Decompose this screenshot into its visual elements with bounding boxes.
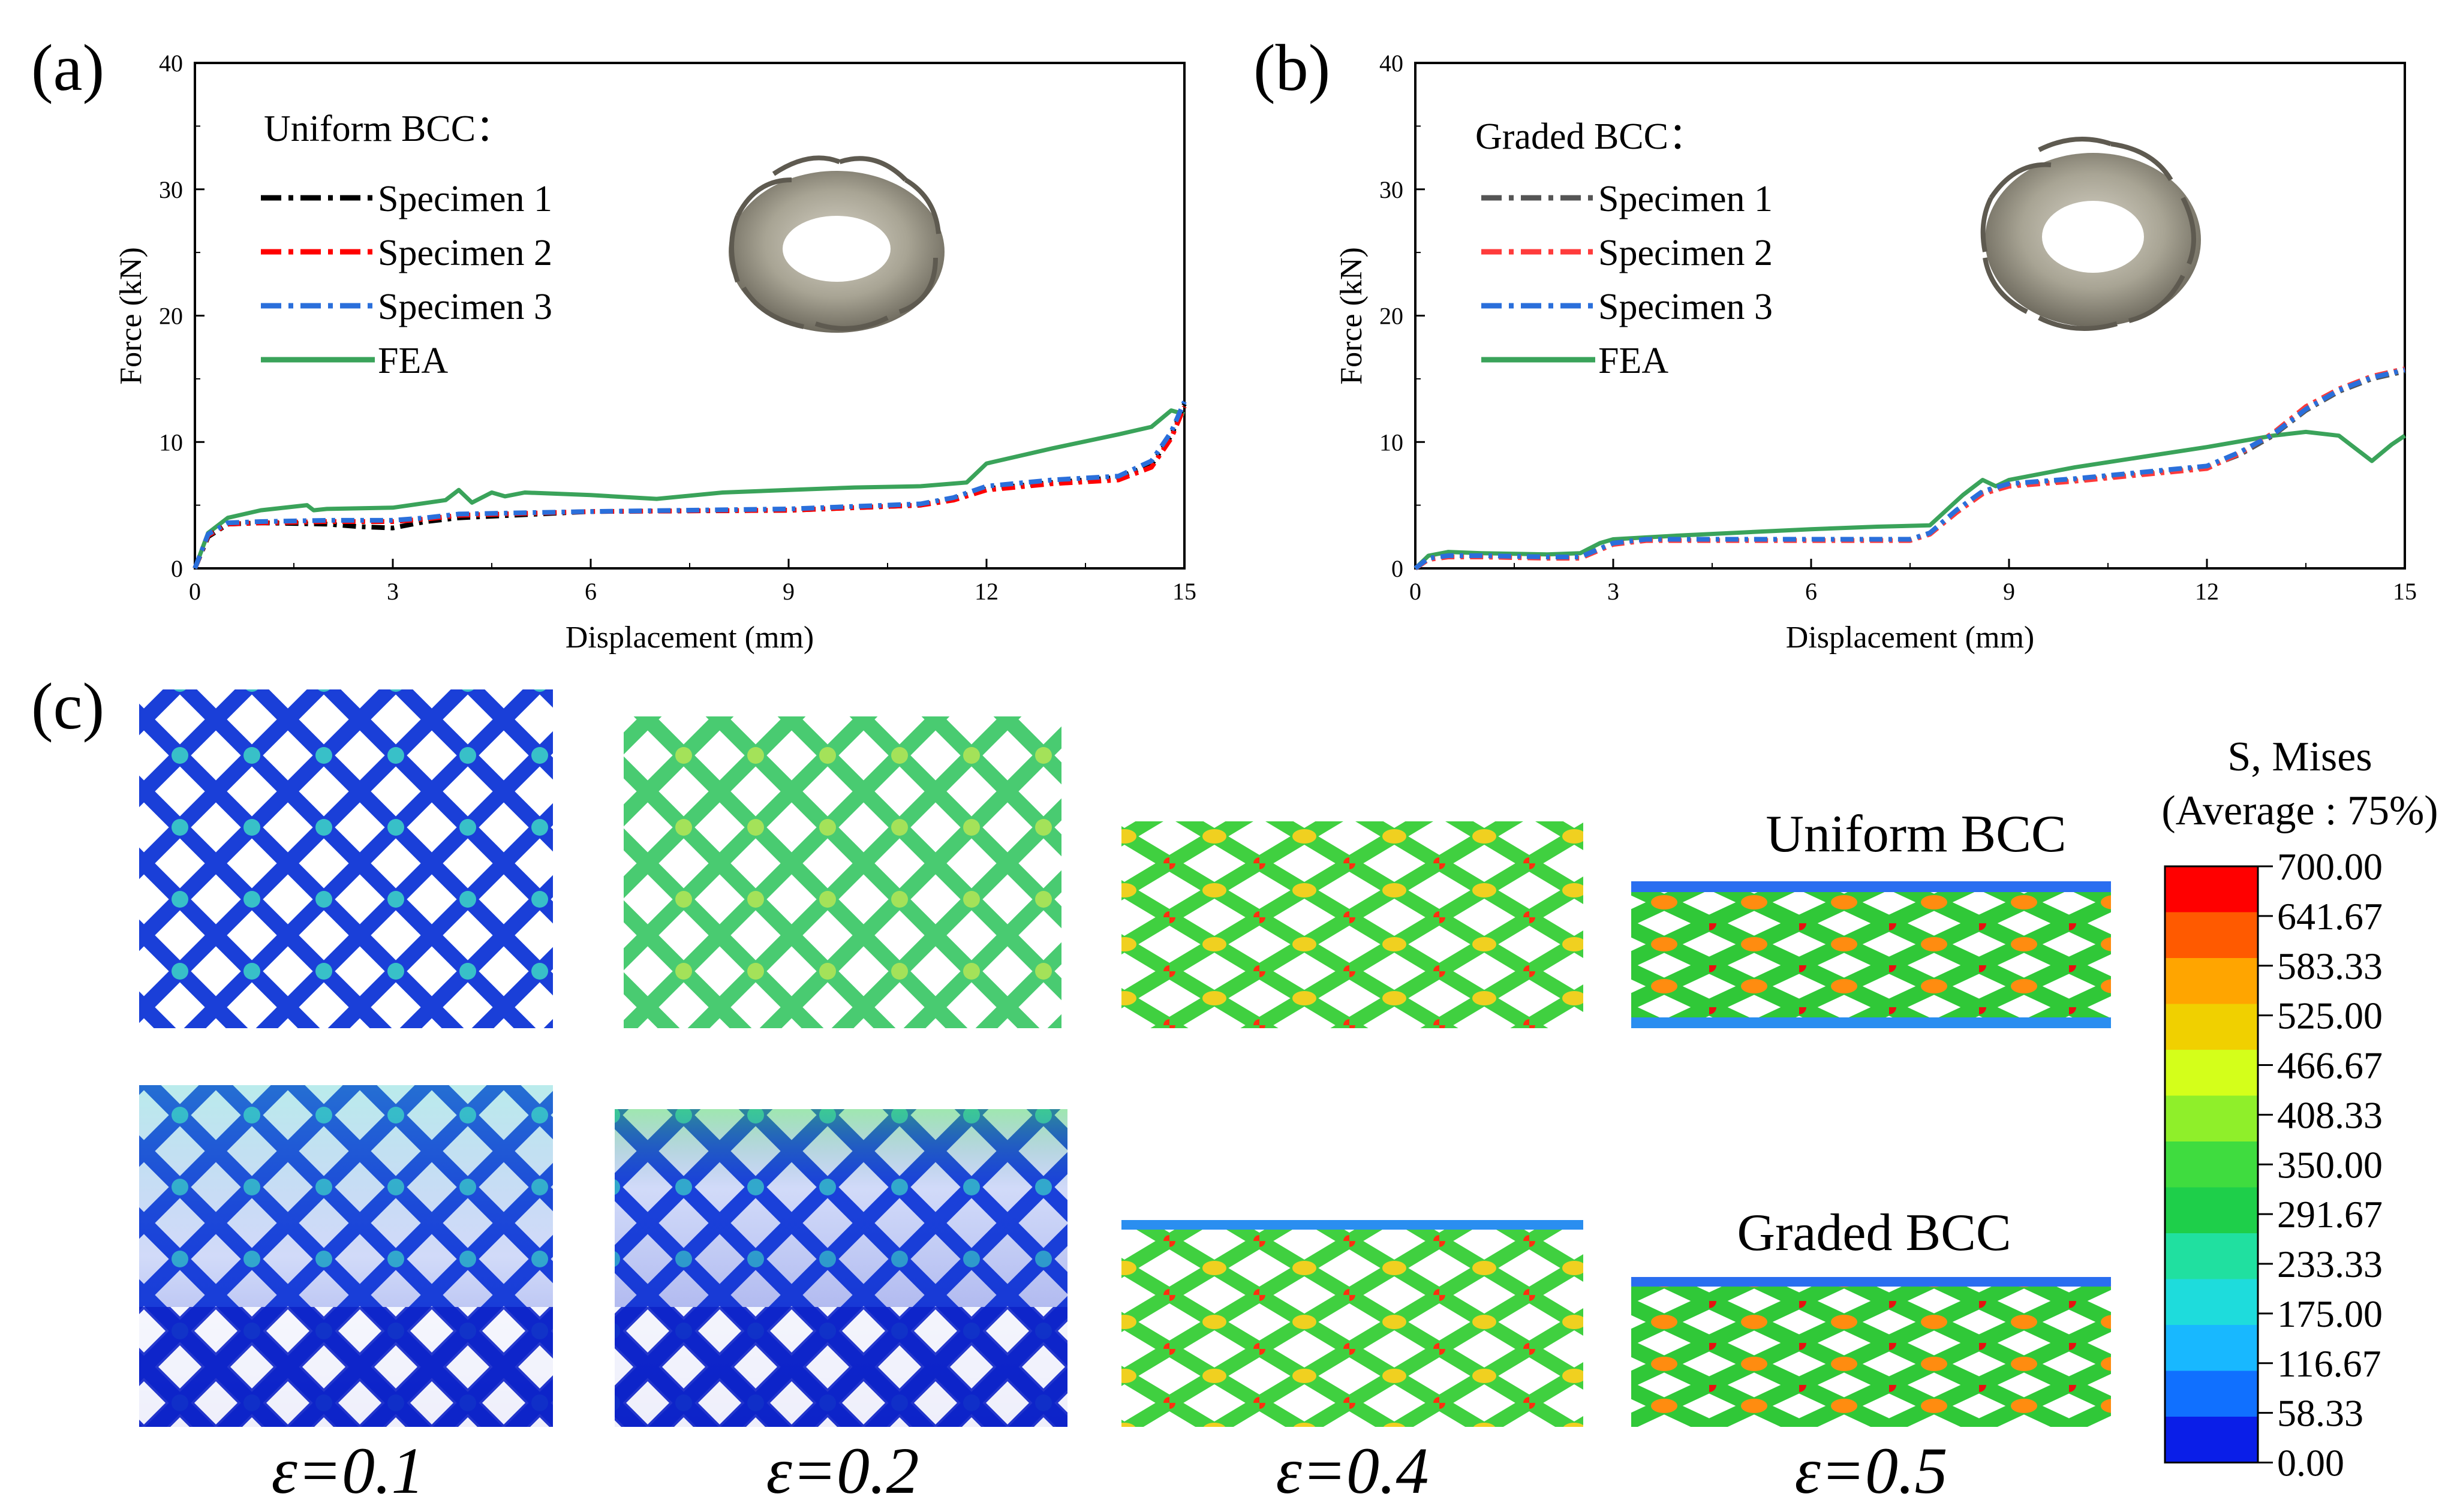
fea-graded-eps04-top-plate [1121,1220,1583,1230]
chart-b-ytick-label-2: 20 [1379,303,1403,330]
colorbar-value-4: 466.67 [2277,1044,2383,1087]
chart-a-ytick-label-1: 10 [159,429,183,456]
chart-b-series-fea [1414,429,2406,570]
panel-label-b: (b) [1253,31,1330,104]
chart-a-legend-label-0: Specimen 1 [378,179,552,219]
chart-a-ylabel: Force (kN) [114,247,148,385]
fea-graded-eps02-base [615,1307,1067,1427]
chart-b-xlabel: Displacement (mm) [1786,621,2034,655]
colorbar-value-10: 116.67 [2277,1342,2381,1385]
chart-a: Force (kN) Displacement (mm) Uniform BCC… [114,50,1196,655]
colorbar-segment-1 [2165,912,2258,958]
fea-uniform-eps05 [1631,881,2111,1028]
chart-a-series-specimen-2 [193,405,1187,570]
strain-label-eps01: ε=0.1 [271,1434,424,1507]
chart-a-xtick-label-4: 12 [975,578,999,605]
colorbar-value-8: 233.33 [2277,1243,2383,1285]
chart-a-xtick-label-1: 3 [387,578,399,605]
chart-a-ytick-label-2: 20 [159,303,183,330]
fea-graded-eps05 [1631,1277,2111,1427]
chart-a-xlabel: Displacement (mm) [566,621,814,655]
strain-label-eps02: ε=0.2 [766,1434,919,1507]
fea-grid: Uniform BCC Graded BCC ε=0.1 ε=0.2 ε=0.4… [139,689,2111,1507]
chart-a-ytick-label-0: 0 [171,555,183,582]
chart-b-legend-label-3: FEA [1598,341,1668,381]
chart-b-xtick-label-1: 3 [1607,578,1619,605]
chart-b-legend-title: Graded BCC： [1475,116,1706,157]
chart-a-specimen-photo [729,155,945,333]
chart-b-xtick-label-2: 6 [1805,578,1817,605]
chart-a-legend-label-3: FEA [378,341,448,381]
chart-a-ytick-label-3: 30 [159,176,183,203]
colorbar-segment-12 [2165,1417,2258,1463]
chart-b-series-specimen-3 [1414,368,2405,571]
colorbar-segment-0 [2165,866,2258,912]
chart-b-legend-label-2: Specimen 3 [1598,287,1773,327]
fea-graded-eps01-base [139,1307,553,1427]
chart-a-series-fea [193,408,1185,570]
fea-uniform-eps05-bottom-plate [1631,1017,2111,1028]
chart-a-xtick-label-5: 15 [1172,578,1196,605]
chart-b-ytick-label-3: 30 [1379,176,1403,203]
chart-b: Force (kN) Displacement (mm) Graded BCC：… [1334,50,2417,655]
colorbar-segment-3 [2165,1004,2258,1050]
strain-label-eps05: ε=0.5 [1794,1434,1947,1507]
colorbar-segment-6 [2165,1141,2258,1188]
chart-b-legend-label-1: Specimen 2 [1598,233,1773,273]
chart-b-xtick-label-4: 12 [2195,578,2219,605]
colorbar-segment-9 [2165,1279,2258,1325]
fea-uniform-eps04 [1121,821,1583,1028]
colorbar-segment-11 [2165,1371,2258,1417]
colorbar-value-7: 291.67 [2277,1193,2383,1236]
chart-a-legend-title: Uniform BCC： [264,109,513,149]
colorbar-value-11: 58.33 [2277,1392,2363,1435]
strain-label-eps04: ε=0.4 [1276,1434,1429,1507]
chart-b-xtick-label-0: 0 [1409,578,1421,605]
colorbar-segment-8 [2165,1233,2258,1279]
colorbar-value-0: 700.00 [2277,845,2383,888]
chart-b-specimen-photo [1980,137,2201,331]
fea-graded-eps04 [1121,1220,1583,1427]
row-label-uniform: Uniform BCC [1766,805,2066,863]
fea-uniform-eps05-top-plate [1631,881,2111,892]
panel-label-a: (a) [31,31,104,104]
fea-graded-eps05-top-plate [1631,1277,2111,1287]
chart-a-xtick-label-3: 9 [783,578,795,605]
chart-a-legend-label-1: Specimen 2 [378,233,552,273]
colorbar-value-1: 641.67 [2277,895,2383,938]
colorbar: S, Mises (Average : 75%) 700.00 641.67 583… [2161,734,2438,1484]
colorbar-value-12: 0.00 [2277,1442,2344,1484]
chart-a-xtick-label-0: 0 [189,578,201,605]
colorbar-value-9: 175.00 [2277,1293,2383,1335]
chart-a-ytick-label-4: 40 [159,50,183,77]
chart-b-ytick-label-0: 0 [1391,555,1403,582]
fea-uniform-eps02 [624,716,1061,1028]
chart-b-ytick-label-4: 40 [1379,50,1403,77]
row-label-graded: Graded BCC [1737,1204,2011,1262]
chart-b-xtick-label-3: 9 [2003,578,2015,605]
chart-b-legend-label-0: Specimen 1 [1598,179,1773,219]
colorbar-subtitle: (Average : 75%) [2161,788,2438,834]
colorbar-segment-7 [2165,1187,2258,1233]
colorbar-segment-2 [2165,958,2258,1004]
colorbar-value-6: 350.00 [2277,1143,2383,1186]
colorbar-value-2: 583.33 [2277,945,2383,987]
colorbar-segment-10 [2165,1325,2258,1371]
fea-uniform-eps01 [139,689,553,1028]
colorbar-title: S, Mises [2227,734,2372,780]
chart-a-series-specimen-3 [193,400,1187,570]
chart-b-ylabel: Force (kN) [1334,247,1369,385]
colorbar-segment-5 [2165,1095,2258,1141]
chart-b-ytick-label-1: 10 [1379,429,1403,456]
chart-b-xtick-label-5: 15 [2393,578,2417,605]
panel-label-c: (c) [31,670,104,743]
chart-a-xtick-label-2: 6 [585,578,597,605]
colorbar-value-3: 525.00 [2277,995,2383,1037]
chart-a-legend-label-2: Specimen 3 [378,287,552,327]
colorbar-value-5: 408.33 [2277,1094,2383,1136]
colorbar-segment-4 [2165,1050,2258,1096]
